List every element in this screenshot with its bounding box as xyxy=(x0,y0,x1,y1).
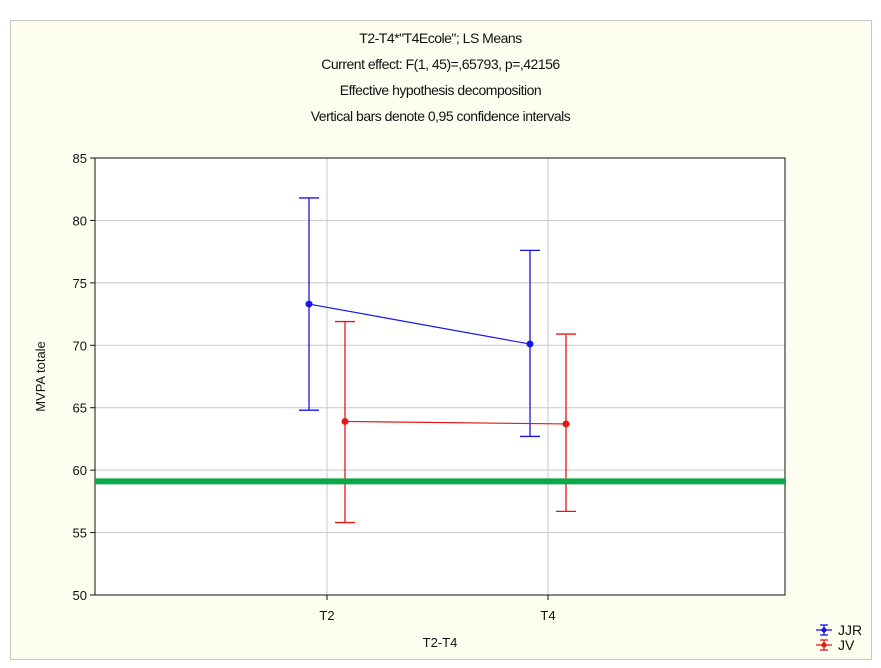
y-axis-label: MVPA totale xyxy=(33,341,48,412)
plot-border xyxy=(94,157,786,596)
legend-marker xyxy=(821,627,827,633)
x-tick-label: T4 xyxy=(540,608,555,623)
y-tick-label: 65 xyxy=(73,401,87,416)
y-tick-label: 60 xyxy=(73,463,87,478)
chart-title: T2-T4*"T4Ecole"; LS Means xyxy=(359,30,522,46)
y-tick-label: 70 xyxy=(73,338,87,353)
legend-marker xyxy=(821,642,827,648)
y-tick-label: 75 xyxy=(73,276,87,291)
data-point-jv xyxy=(341,417,349,425)
y-tick-label: 50 xyxy=(73,588,87,603)
x-tick-label: T2 xyxy=(319,608,334,623)
y-tick-label: 55 xyxy=(73,526,87,541)
data-point-jjr xyxy=(526,340,534,348)
plot-area xyxy=(95,158,785,595)
x-axis-label: T2-T4 xyxy=(423,635,458,650)
chart-subtitle-decomposition: Effective hypothesis decomposition xyxy=(339,82,542,98)
legend-label-jjr: JJR xyxy=(838,622,862,638)
chart-subtitle-confidence: Vertical bars denote 0,95 confidence int… xyxy=(310,108,571,124)
chart-title-block: T2-T4*"T4Ecole"; LS Means Current effect… xyxy=(0,25,881,129)
legend-label-jv: JV xyxy=(838,637,855,653)
y-tick-label: 85 xyxy=(73,151,87,166)
series-line-jv xyxy=(344,420,567,425)
data-point-jjr xyxy=(305,300,313,308)
data-point-jv xyxy=(562,420,570,428)
chart-subtitle-effect: Current effect: F(1, 45)=,65793, p=,4215… xyxy=(321,56,560,72)
y-tick-label: 80 xyxy=(73,213,87,228)
series-line-jjr xyxy=(308,303,531,345)
